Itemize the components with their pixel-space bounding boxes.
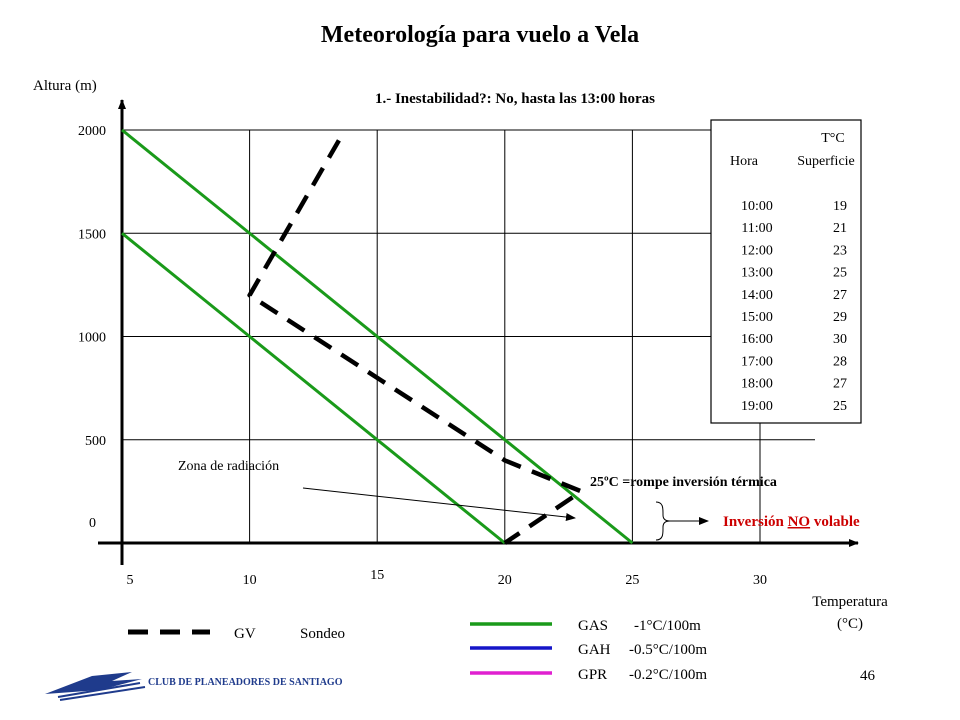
table-temp-10: 25 bbox=[833, 399, 847, 414]
x-tick-5: 5 bbox=[127, 573, 134, 588]
glider-icon bbox=[45, 672, 142, 694]
table-header-surface: Superficie bbox=[797, 154, 855, 169]
table-temp-2: 21 bbox=[833, 221, 847, 236]
axes bbox=[98, 99, 859, 565]
legend-gah-rate: -0.5°C/100m bbox=[629, 642, 707, 658]
table-hour-5: 14:00 bbox=[741, 288, 773, 303]
inversion-no-word: NO bbox=[788, 514, 811, 530]
x-axis-label-line1: Temperatura bbox=[812, 594, 888, 610]
table-temp-8: 28 bbox=[833, 354, 847, 369]
surface-temperature-table: T°C Hora Superficie 10:00 19 11:00 21 12:00 2… bbox=[710, 119, 862, 424]
table-hour-7: 16:00 bbox=[741, 332, 773, 347]
legend-gv-label: GV bbox=[234, 626, 256, 642]
club-name: CLUB DE PLANEADORES DE SANTIAGO bbox=[148, 677, 343, 688]
y-tick-0: 0 bbox=[89, 516, 96, 531]
y-tick-1000: 1000 bbox=[78, 331, 106, 346]
table-box bbox=[710, 119, 862, 424]
inversion-brace bbox=[655, 501, 671, 541]
x-tick-20: 20 bbox=[498, 573, 512, 588]
table-hour-1: 10:00 bbox=[741, 199, 773, 214]
legend-gah-name: GAH bbox=[578, 642, 611, 658]
legend-gas-name: GAS bbox=[578, 618, 608, 634]
y-tick-1500: 1500 bbox=[78, 227, 106, 242]
inversion-break-label: 25ºC =rompe inversión térmica bbox=[590, 475, 777, 490]
table-hour-9: 18:00 bbox=[741, 377, 773, 392]
table-temp-3: 23 bbox=[833, 243, 847, 258]
table-hour-3: 12:00 bbox=[741, 243, 773, 258]
radiation-zone-label: Zona de radiación bbox=[178, 459, 279, 474]
radiation-zone-arrow bbox=[302, 487, 576, 521]
table-temp-7: 30 bbox=[833, 332, 847, 347]
page-number: 46 bbox=[860, 668, 876, 684]
table-hour-10: 19:00 bbox=[741, 399, 773, 414]
legend-gpr-rate: -0.2°C/100m bbox=[629, 667, 707, 683]
legend-sondeo-label: Sondeo bbox=[300, 626, 345, 642]
table-hour-8: 17:00 bbox=[741, 354, 773, 369]
logo-wing-stripes bbox=[57, 682, 146, 701]
y-axis-label: Altura (m) bbox=[33, 78, 97, 94]
table-hour-4: 13:00 bbox=[741, 266, 773, 281]
table-header-temp: T°C bbox=[821, 131, 845, 146]
inversion-not-flyable-label: Inversión NO volable bbox=[723, 514, 860, 530]
table-temp-4: 25 bbox=[833, 266, 847, 281]
legend: GV Sondeo GAS -1°C/100m GAH -0.5°C/100m … bbox=[128, 618, 707, 683]
table-temp-9: 27 bbox=[833, 377, 847, 392]
series bbox=[121, 128, 634, 545]
chart-subtitle: 1.- Inestabilidad?: No, hasta las 13:00 … bbox=[375, 91, 655, 107]
table-temp-1: 19 bbox=[833, 199, 847, 214]
table-hour-2: 11:00 bbox=[741, 221, 772, 236]
table-temp-5: 27 bbox=[833, 288, 847, 303]
y-tick-500: 500 bbox=[85, 434, 106, 449]
y-tick-2000: 2000 bbox=[78, 124, 106, 139]
chart-title: Meteorología para vuelo a Vela bbox=[321, 22, 639, 48]
x-axis-label-line2: (°C) bbox=[837, 616, 863, 632]
x-tick-30: 30 bbox=[753, 573, 767, 588]
x-tick-10: 10 bbox=[243, 573, 257, 588]
table-header-hour: Hora bbox=[730, 154, 759, 169]
x-tick-15: 15 bbox=[370, 568, 384, 583]
tick-labels: 0 500 1000 1500 2000 5 10 15 20 25 30 bbox=[78, 124, 767, 588]
series-line-2 bbox=[121, 232, 506, 545]
series-line-3 bbox=[247, 139, 584, 545]
club-logo: CLUB DE PLANEADORES DE SANTIAGO bbox=[40, 671, 343, 701]
table-temp-6: 29 bbox=[833, 310, 847, 325]
x-tick-25: 25 bbox=[625, 573, 639, 588]
legend-gpr-name: GPR bbox=[578, 667, 607, 683]
table-rows: 10:00 19 11:00 21 12:00 23 13:00 25 14:00 27 15:00… bbox=[741, 199, 847, 414]
legend-gas-rate: -1°C/100m bbox=[634, 618, 701, 634]
table-hour-6: 15:00 bbox=[741, 310, 773, 325]
series-line-1 bbox=[121, 128, 634, 545]
